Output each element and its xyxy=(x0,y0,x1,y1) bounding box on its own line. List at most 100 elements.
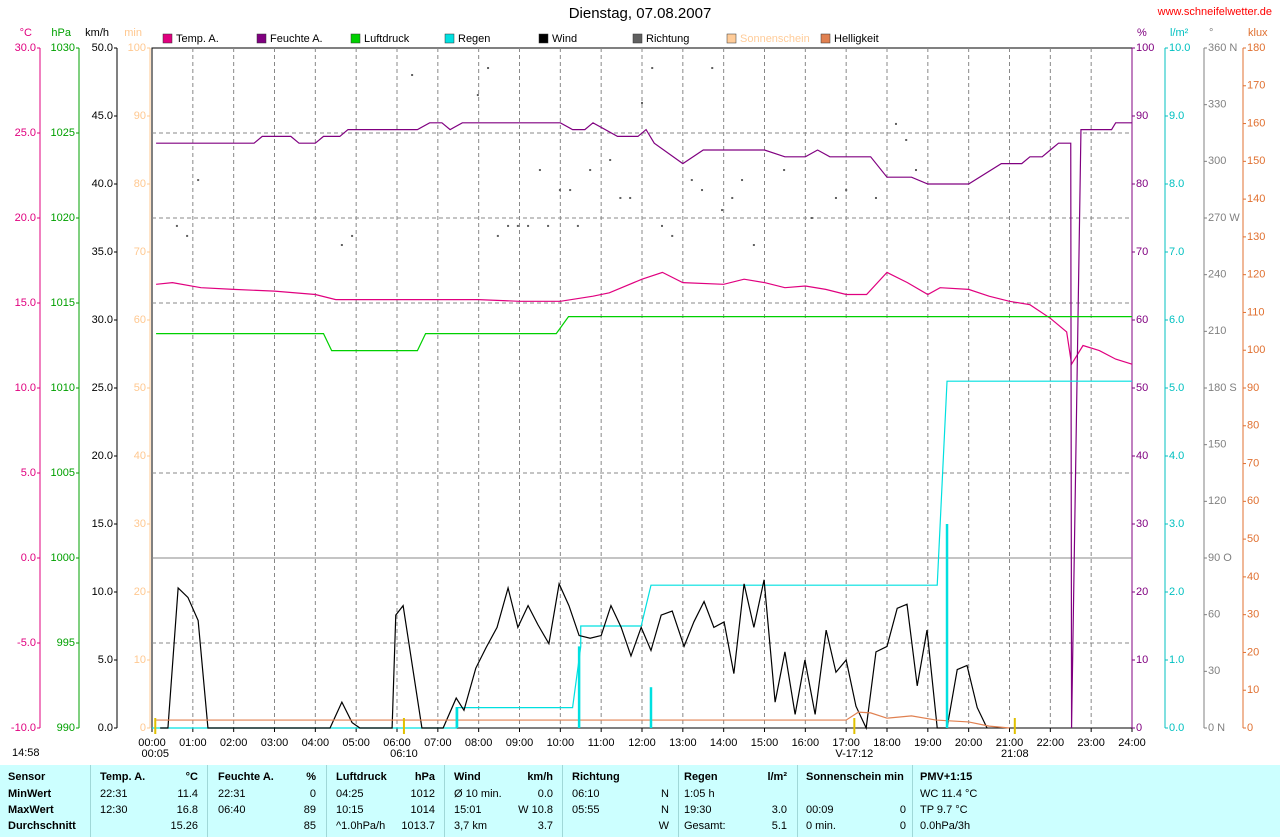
y-tick-label: 150 xyxy=(1208,439,1226,451)
table-cell: hPa xyxy=(414,771,435,783)
table-cell: l/m² xyxy=(767,771,787,783)
y-tick-label: 15.0 xyxy=(15,297,36,309)
axis-title: min xyxy=(124,27,142,39)
y-tick-label: 80 xyxy=(1136,178,1148,190)
y-tick-label: 0 xyxy=(1136,722,1142,734)
y-tick-label: 10.0 xyxy=(1169,42,1190,54)
direction-dot xyxy=(538,169,541,172)
y-tick-label: 990 xyxy=(57,722,75,734)
column-separator xyxy=(678,765,679,837)
x-tick-label: 16:00 xyxy=(792,737,820,749)
left-note: 14:58 xyxy=(12,747,40,759)
y-tick-label: 8.0 xyxy=(1169,178,1184,190)
direction-dot xyxy=(516,224,519,227)
y-tick-label: 35.0 xyxy=(92,246,113,258)
table-cell: W 10.8 xyxy=(518,804,553,816)
x-tick-label: 05:00 xyxy=(342,737,370,749)
background xyxy=(0,0,1280,765)
x-tick-label: 12:00 xyxy=(628,737,656,749)
y-tick-label: 50 xyxy=(134,382,146,394)
y-tick-label: 1015 xyxy=(51,297,75,309)
table-cell: 0.0hPa/3h xyxy=(920,820,971,832)
y-tick-label: 4.0 xyxy=(1169,450,1184,462)
series-line xyxy=(156,122,1132,729)
direction-dot xyxy=(834,196,837,199)
y-tick-label: 60 xyxy=(134,314,146,326)
direction-dot xyxy=(845,189,848,192)
table-cell: Durchschnitt xyxy=(8,820,76,832)
column-separator xyxy=(326,765,327,837)
x-tick-label: 17:00 xyxy=(832,737,860,749)
table-cell: TP 9.7 °C xyxy=(920,804,968,816)
y-tick-label: 70 xyxy=(134,246,146,258)
table-cell: Richtung xyxy=(572,771,620,783)
direction-dot xyxy=(589,169,592,172)
y-tick-label: 240 xyxy=(1208,269,1226,281)
direction-dot xyxy=(671,234,674,237)
x-tick-label: 24:00 xyxy=(1118,737,1146,749)
x-tick-label: 04:00 xyxy=(302,737,330,749)
summary-table: Sensor Temp. A. °C Feuchte A.% Luftdruck hPa W… xyxy=(0,765,1280,837)
time-marker-label: 00:05 xyxy=(142,748,170,760)
x-tick-label: 18:00 xyxy=(873,737,901,749)
table-cell: 89 xyxy=(303,804,316,816)
x-tick-label: 09:00 xyxy=(506,737,534,749)
direction-dot xyxy=(661,224,664,227)
y-tick-label: 180 xyxy=(1247,42,1265,54)
y-tick-label: 5.0 xyxy=(98,654,113,666)
direction-dot xyxy=(487,67,490,70)
y-tick-label: 70 xyxy=(1247,457,1259,469)
y-tick-label: 15.0 xyxy=(92,518,113,530)
table-cell: km/h xyxy=(527,771,553,783)
y-tick-label: 170 xyxy=(1247,80,1265,92)
x-tick-label: 19:00 xyxy=(914,737,942,749)
series-line xyxy=(160,579,988,731)
direction-dot xyxy=(507,224,510,227)
legend-label: Luftdruck xyxy=(364,33,410,45)
y-tick-label: 180 S xyxy=(1208,382,1237,394)
direction-dot xyxy=(558,189,561,192)
direction-dot xyxy=(810,217,813,219)
x-tick-label: 07:00 xyxy=(424,737,452,749)
y-tick-label: 25.0 xyxy=(15,127,36,139)
table-cell: N xyxy=(661,804,669,816)
direction-dot xyxy=(197,179,200,182)
y-tick-label: 60 xyxy=(1208,609,1220,621)
y-tick-label: 40.0 xyxy=(92,178,113,190)
legend-swatch xyxy=(162,33,173,44)
y-tick-label: 120 xyxy=(1208,495,1226,507)
direction-dot xyxy=(721,209,724,212)
table-cell: 1014 xyxy=(410,804,435,816)
y-tick-label: 10 xyxy=(134,654,146,666)
table-cell: 5.1 xyxy=(771,820,787,832)
direction-dot xyxy=(701,189,704,192)
y-tick-label: 40 xyxy=(134,450,146,462)
series-line xyxy=(156,316,1132,352)
direction-dot xyxy=(340,244,343,247)
series-line xyxy=(156,711,1010,729)
direction-dot xyxy=(905,138,908,141)
table-cell: 19:30 xyxy=(684,804,712,816)
direction-dot xyxy=(527,224,530,227)
legend-swatch xyxy=(350,33,361,44)
y-tick-label: 90 xyxy=(134,110,146,122)
x-tick-label: 00:00 xyxy=(138,737,166,749)
direction-dot xyxy=(731,196,734,199)
table-cell: 16.8 xyxy=(176,804,198,816)
table-cell: Feuchte A. xyxy=(218,771,274,783)
table-cell: % xyxy=(306,771,316,783)
y-tick-label: 0.0 xyxy=(21,552,36,564)
y-tick-label: 7.0 xyxy=(1169,246,1184,258)
table-cell: 0.0 xyxy=(537,788,553,800)
direction-dot xyxy=(411,74,414,77)
direction-dot xyxy=(741,179,744,182)
y-tick-label: 0.0 xyxy=(98,722,113,734)
y-tick-label: -10.0 xyxy=(11,722,36,734)
time-marker-label: 06:10 xyxy=(390,748,418,760)
y-tick-label: 25.0 xyxy=(92,382,113,394)
y-tick-label: 330 xyxy=(1208,99,1226,111)
legend-swatch xyxy=(444,33,455,44)
y-tick-label: 5.0 xyxy=(21,467,36,479)
direction-dot xyxy=(175,224,178,227)
y-tick-label: 30 xyxy=(1247,609,1259,621)
